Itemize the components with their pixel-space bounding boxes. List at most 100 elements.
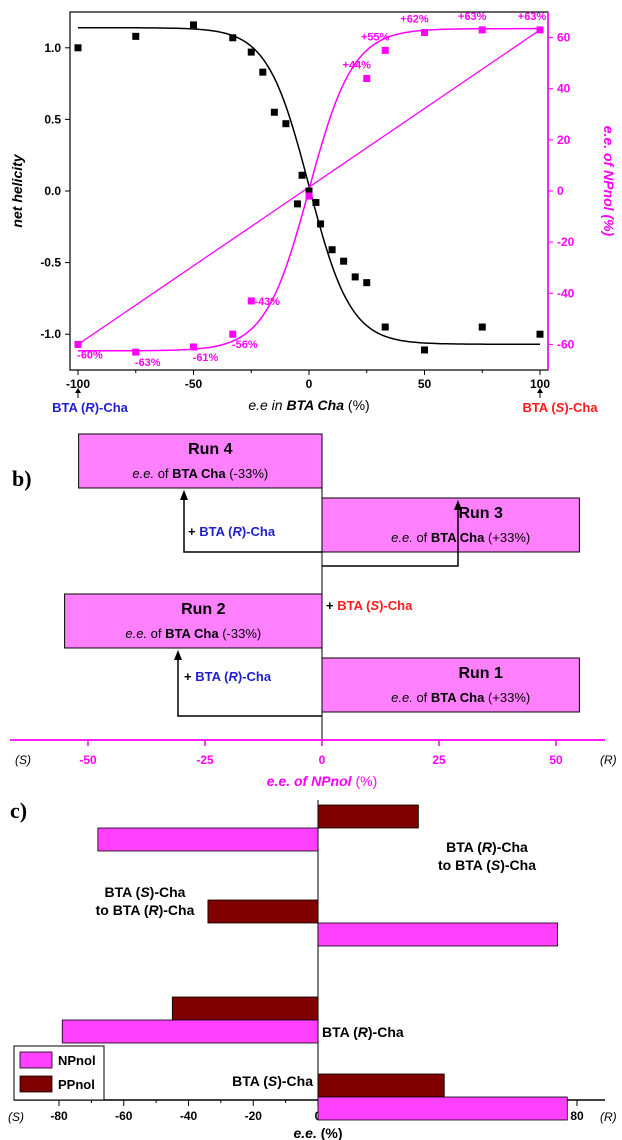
run-sub-bta: BTA Cha — [431, 690, 485, 705]
group-label-pre: to BTA ( — [438, 857, 491, 873]
npnol-data-label: +55% — [361, 31, 390, 43]
y-right-tick-label: 40 — [557, 82, 571, 96]
helicity-point — [421, 346, 428, 354]
arrow-head — [174, 650, 182, 660]
npnol-bar — [61, 1019, 319, 1044]
y-right-tick-label: 20 — [557, 133, 571, 147]
group-label-italic: S — [268, 1073, 278, 1089]
run-subtitle: e.e. of BTA Cha (+33%) — [391, 690, 530, 705]
npnol-data-label: +63% — [458, 11, 487, 23]
npnol-data-label: -61% — [193, 352, 219, 364]
run-sub-ee: e.e. — [391, 690, 413, 705]
x-tick-label: -20 — [245, 1109, 263, 1123]
helicity-point — [270, 108, 278, 116]
run-sub-ee: e.e. — [391, 530, 413, 545]
npnol-data-label: -56% — [232, 339, 258, 351]
arrow-label-plus: + — [184, 669, 195, 684]
arrow-path — [177, 658, 322, 717]
legend-swatch — [19, 1051, 53, 1069]
group-label-post: )-Cha — [159, 902, 195, 918]
x-axis-title-b: (%) — [352, 773, 378, 789]
group-label-pre: BTA ( — [322, 1024, 358, 1040]
group-label: BTA (R)-Cha — [322, 1024, 404, 1040]
y-right-tick-label: 0 — [557, 184, 564, 198]
y-right-tick-label: -20 — [557, 235, 575, 249]
run-bar — [78, 433, 323, 489]
x-tick-label: -100 — [66, 377, 90, 391]
npnol-bar — [97, 827, 319, 852]
run-sub-ee: e.e. — [125, 626, 147, 641]
legend-label: PPnol — [58, 1077, 95, 1092]
helicity-point — [317, 220, 325, 228]
group-label-italic: S — [491, 857, 501, 873]
end-label-pre: BTA ( — [522, 400, 556, 415]
x-axis-title-c: (%) — [344, 397, 370, 413]
ppnol-bar — [207, 899, 319, 924]
x-axis-title: e.e. (%) — [293, 1125, 342, 1140]
y-left-tick-label: 1.0 — [44, 41, 61, 55]
run-subtitle: e.e. of BTA Cha (-33%) — [132, 466, 268, 481]
helicity-point — [312, 198, 320, 206]
run-bar — [321, 657, 580, 713]
run-sub-of: of — [154, 466, 172, 481]
y-left-tick-label: -0.5 — [40, 256, 61, 270]
x-axis-title-a: e.e. — [293, 1125, 316, 1140]
run-sub-of: of — [413, 530, 431, 545]
group-label-italic: R — [358, 1024, 369, 1040]
arrow-label: + BTA (R)-Cha — [184, 669, 272, 684]
end-label-pre: BTA ( — [52, 400, 86, 415]
npnol-point — [363, 74, 371, 82]
x-tick-label: 50 — [418, 377, 432, 391]
npnol-point — [247, 297, 255, 305]
left-end-label: BTA (R)-Cha — [52, 400, 129, 415]
helicity-point — [190, 21, 197, 29]
x-tick-label: -40 — [180, 1109, 198, 1123]
run-title: Run 1 — [458, 665, 503, 682]
axis-end-r: (R) — [600, 753, 617, 767]
group-label: BTA (R)-Cha — [446, 839, 528, 855]
npnol-point — [305, 192, 313, 200]
helicity-point — [328, 246, 336, 254]
run-bar — [64, 593, 323, 649]
end-label-italic: S — [556, 400, 565, 415]
axis-end-r: (R) — [600, 1110, 617, 1124]
ppnol-bar — [317, 1073, 445, 1098]
arrow-label: + BTA (R)-Cha — [188, 524, 276, 539]
npnol-data-label: -43% — [254, 296, 280, 308]
y-right-tick-label: 60 — [557, 31, 571, 45]
group-label-pre: BTA ( — [232, 1073, 268, 1089]
x-tick-label: -60 — [115, 1109, 133, 1123]
y-right-axis-title: e.e. of NPnol (%) — [601, 126, 617, 237]
npnol-point — [381, 46, 389, 54]
group-label: to BTA (R)-Cha — [96, 902, 195, 918]
helicity-point — [351, 273, 359, 281]
helicity-point — [298, 171, 306, 179]
axis-end-s: (S) — [8, 1110, 24, 1124]
x-tick-label: 25 — [432, 753, 446, 767]
arrow-label-post: )-Cha — [242, 524, 276, 539]
run-title: Run 3 — [458, 505, 503, 522]
npnol-data-label: +62% — [400, 13, 429, 25]
x-tick-label: 80 — [570, 1109, 584, 1123]
y-left-tick-label: 0.5 — [44, 112, 61, 126]
run-sub-val: (-33%) — [219, 626, 262, 641]
x-axis-title-a: e.e. of NPnol — [267, 773, 353, 789]
npnol-point — [536, 26, 544, 34]
arrow-label-italic: R — [232, 524, 242, 539]
npnol-data-label: -63% — [135, 357, 161, 369]
panel-b-letter: b) — [12, 466, 32, 491]
legend-swatch — [19, 1075, 53, 1093]
group-label-italic: S — [140, 884, 150, 900]
npnol-data-label: +63% — [518, 11, 547, 23]
npnol-point — [190, 343, 197, 351]
run-subtitle: e.e. of BTA Cha (-33%) — [125, 626, 261, 641]
run-title: Run 4 — [188, 441, 233, 458]
run-sub-val: (+33%) — [484, 690, 530, 705]
group-label-pre: BTA ( — [446, 839, 482, 855]
arrow-label-post: )-Cha — [238, 669, 272, 684]
ppnol-bar — [317, 804, 419, 829]
end-arrow-head — [537, 388, 543, 393]
npnol-data-label: +44% — [343, 59, 372, 71]
arrow-path — [322, 508, 459, 567]
